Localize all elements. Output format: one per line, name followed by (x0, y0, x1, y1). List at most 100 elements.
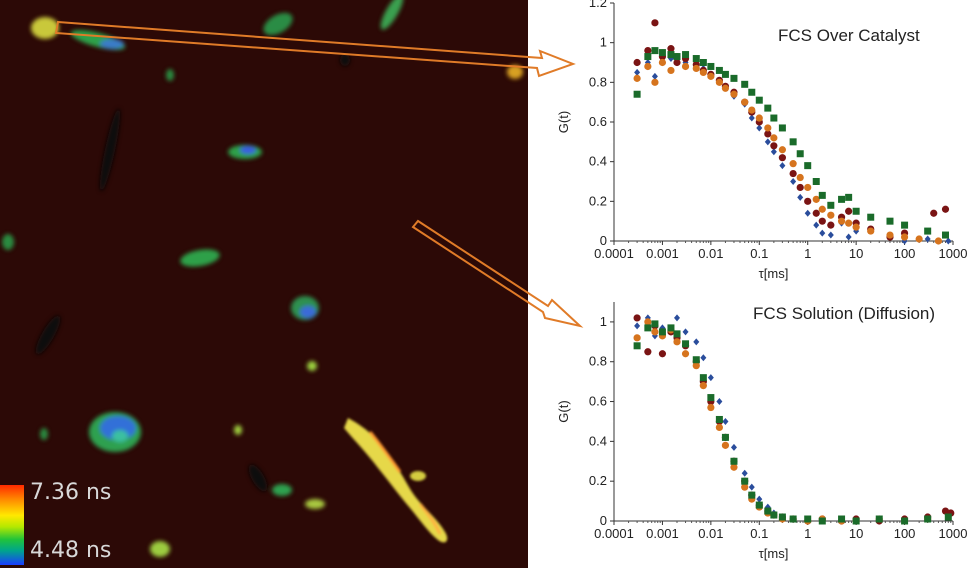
chart1-series1-point (797, 193, 804, 201)
chart1-series4-point (707, 62, 715, 70)
chart1-series3-point (741, 98, 749, 106)
chart2-xtick-label: 10 (849, 526, 863, 541)
chart2-series4-point (778, 513, 786, 521)
chart1-series2-point (796, 183, 804, 192)
chart2-xtick-label: 0.0001 (594, 526, 634, 541)
chart1-series4-point (764, 104, 772, 112)
chart1-series4-point (682, 51, 690, 59)
chart2-series3-point (741, 483, 749, 491)
chart1-series3-point (886, 231, 894, 239)
chart1-ytick-label: 0.2 (589, 193, 607, 208)
chart-fcs-over-catalyst: 0.0001 0.001 0.01 0.1 1 10 100 1000 0 0.2 0.4 0.6 0.… (540, 0, 980, 290)
chart1-series1-point (945, 237, 952, 245)
chart1-series4-point (755, 96, 763, 104)
colorbar-max-label: 7.36 ns (30, 480, 112, 505)
chart2-series3-point (721, 441, 730, 449)
chart1-series4-point (818, 191, 826, 199)
chart1-series3-point (796, 173, 804, 182)
chart2-series2-point (644, 348, 652, 356)
chart1-series2-point (633, 58, 641, 67)
chart2-series4-point (838, 515, 846, 523)
chart1-series3-point (658, 58, 667, 67)
chart2-series1-point (682, 328, 689, 336)
chart1-ytick-label: 1 (600, 35, 607, 50)
chart1-series4-point (673, 53, 681, 61)
chart1-series1-point (779, 162, 786, 170)
chart2-series1-point (730, 443, 737, 451)
chart1-series3-point (789, 160, 797, 168)
chart1-series3-point (934, 237, 943, 245)
chart1-series1-point (819, 229, 826, 237)
chart1-series3-point (715, 78, 723, 86)
chart1-series3-point (721, 84, 730, 92)
chart2-xtick-label: 1000 (939, 526, 968, 541)
chart1-series4-point (867, 213, 875, 221)
chart1-series2-point (673, 58, 681, 67)
chart1-series1-point (634, 68, 641, 76)
chart2-series4-point (770, 511, 778, 519)
chart1-series4-point (748, 88, 756, 96)
chart1-series1-point (790, 178, 797, 185)
chart2-series3-point (644, 318, 652, 326)
chart1-series4-point (651, 47, 659, 55)
chart2-series4-point (667, 324, 675, 332)
chart1-series2-point (818, 217, 826, 225)
chart1-series4-point (658, 49, 666, 57)
chart1-svg: 0.0001 0.001 0.01 0.1 1 10 100 1000 0 0.2 0.4 0.6 0.… (556, 0, 968, 281)
chart2-series4-point (730, 457, 738, 465)
chart1-series3-point (852, 223, 860, 231)
chart2-series4-point (682, 340, 690, 348)
chart2-series4-point (699, 374, 707, 382)
chart2-series4-point (658, 328, 666, 336)
chart1-series2-point (764, 130, 772, 138)
chart1-ytick-label: 0.6 (589, 114, 607, 129)
chart1-series4-point (633, 90, 641, 98)
chart1-series4-point (924, 227, 932, 235)
chart1-series3-point (818, 205, 826, 213)
colorbar-min-label: 4.48 ns (30, 538, 112, 563)
chart1-series2-point (930, 209, 938, 217)
chart1-series3-point (755, 114, 763, 122)
chart2-series3-point (699, 382, 707, 390)
chart1-series4-point (778, 124, 786, 132)
chart1-series2-point (827, 221, 835, 229)
chart2-xtick-label: 1 (804, 526, 811, 541)
chart2-series4-point (692, 356, 700, 364)
chart2-series3-point (651, 328, 659, 336)
chart1-series3-point (644, 62, 652, 71)
chart2-series3-point (633, 334, 641, 342)
chart1-ytick-label: 1.2 (589, 0, 607, 10)
chart1-series1-point (813, 221, 820, 229)
chart1-xtick-label: 1000 (939, 246, 968, 261)
chart1-title: FCS Over Catalyst (778, 26, 920, 45)
chart2-ytick-label: 0 (600, 513, 607, 528)
chart2-series1-point (634, 322, 641, 330)
chart1-series1-point (804, 209, 811, 217)
chart1-series1-point (845, 233, 852, 241)
chart2-series4-point (818, 517, 826, 525)
chart2-series4-point (721, 433, 729, 441)
chart2-series1-point (748, 483, 755, 491)
chart1-series3-point (845, 219, 853, 227)
chart1-series2-point (770, 142, 778, 150)
chart1-series4-point (845, 193, 853, 201)
chart1-series4-point (721, 70, 729, 78)
chart1-series3-point (900, 233, 909, 241)
chart2-ytick-label: 0.6 (589, 394, 607, 409)
chart2-ytick-label: 0.4 (589, 433, 607, 448)
chart1-series3-point (692, 64, 700, 73)
chart2-series1-point (700, 354, 707, 362)
chart2-series2-point (633, 314, 641, 322)
chart1-xtick-label: 10 (849, 246, 863, 261)
chart2-series3-point (673, 338, 681, 346)
chart1-series2-point (644, 47, 652, 55)
chart1-xtick-label: 0.001 (646, 246, 679, 261)
chart1-series3-point (770, 134, 778, 142)
chart1-series4-point (941, 231, 949, 239)
chart2-series4-point (644, 324, 652, 332)
chart2-xtick-label: 0.001 (646, 526, 679, 541)
chart2-series4-point (901, 517, 909, 525)
chart1-series4-point (827, 201, 835, 209)
chart2-series4-point (924, 515, 932, 523)
chart1-series2-point (651, 19, 659, 27)
